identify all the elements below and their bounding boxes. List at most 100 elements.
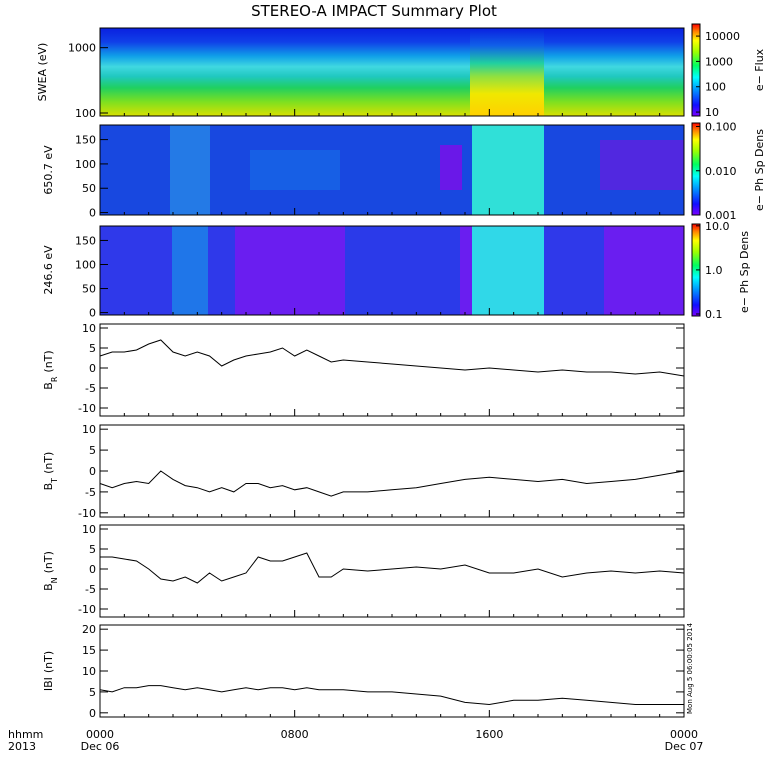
spectrogram-246-ev: 0 50 100 150 246.6 eV 0.1 1.0 10.0 e− Ph Sp D… bbox=[42, 220, 751, 321]
line2-ytick-label-1: -5 bbox=[85, 583, 96, 596]
246-ev-colorbar-label: e− Ph Sp Dens bbox=[738, 231, 751, 313]
line0-ytick-label-4: 10 bbox=[82, 322, 96, 335]
spec2-ytick-label-1: 50 bbox=[82, 283, 96, 296]
spectrogram-246-ev-event bbox=[472, 226, 544, 315]
spec1-ytick-label-0: 0 bbox=[89, 207, 96, 220]
spectrogram-246-ev-band bbox=[345, 226, 460, 315]
panel-b-magnitude: 0 5 10 15 20 IBI (nT) Mon Aug 5 06:00:05 2014 bbox=[42, 622, 694, 719]
swea-colorbar-label: e− Flux bbox=[753, 48, 766, 91]
bt-y-axis: -10 -5 0 5 10 bbox=[78, 423, 684, 520]
bn-label-main: B bbox=[42, 583, 55, 591]
650-ev-y-axis-label: 650.7 eV bbox=[42, 145, 55, 195]
line0-ytick-label-0: -10 bbox=[78, 402, 96, 415]
line3-ytick-label-1: 5 bbox=[89, 686, 96, 699]
650-ev-y-axis: 0 50 100 150 bbox=[75, 134, 108, 220]
line3-ytick-label-0: 0 bbox=[89, 707, 96, 720]
spec0-cbar-tick-label-2: 1000 bbox=[705, 55, 733, 68]
spec0-cbar-tick-label-0: 10 bbox=[705, 106, 719, 119]
swea-flux-enhancement bbox=[470, 28, 544, 116]
br-label-unit: (nT) bbox=[42, 350, 55, 372]
spec0-ytick-label-1: 1000 bbox=[68, 42, 96, 55]
spec1-cbar-tick-label-0: 0.001 bbox=[705, 209, 737, 222]
spec1-cbar-tick-label-2: 0.100 bbox=[705, 121, 737, 134]
spec1-ytick-label-3: 150 bbox=[75, 134, 96, 147]
spec1-ytick-label-2: 100 bbox=[75, 158, 96, 171]
swea-y-axis: 100 1000 bbox=[68, 42, 108, 120]
b-magnitude-label-unit: (nT) bbox=[42, 651, 55, 673]
spectrogram-650-ev-band bbox=[600, 140, 684, 190]
spec1-ytick-label-1: 50 bbox=[82, 182, 96, 195]
br-label-main: B bbox=[42, 382, 55, 390]
time-date-label-3: Dec 07 bbox=[665, 740, 704, 753]
spec2-ytick-label-3: 150 bbox=[75, 234, 96, 247]
bt-y-axis-label: BT (nT) bbox=[42, 452, 59, 491]
spectrogram-650-ev-band bbox=[250, 150, 340, 190]
650-ev-colorbar-ticks: 0.001 0.010 0.100 bbox=[696, 121, 737, 222]
panel-b-magnitude-frame bbox=[99, 624, 685, 718]
time-axis-row-label-2: 2013 bbox=[8, 740, 36, 753]
bn-trace bbox=[100, 552, 685, 584]
line1-ytick-label-2: 0 bbox=[89, 465, 96, 478]
time-tick-label-2: 1600 bbox=[475, 728, 503, 741]
246-ev-y-axis: 0 50 100 150 bbox=[75, 234, 108, 320]
line2-ytick-label-4: 10 bbox=[82, 523, 96, 536]
line0-ytick-label-3: 5 bbox=[89, 342, 96, 355]
650-ev-colorbar bbox=[691, 122, 701, 216]
line3-ytick-label-3: 15 bbox=[82, 644, 96, 657]
panel-br-frame bbox=[99, 323, 685, 417]
246-ev-y-axis-label: 246.6 eV bbox=[42, 245, 55, 295]
line0-ytick-label-1: -5 bbox=[85, 382, 96, 395]
line3-ytick-label-4: 20 bbox=[82, 623, 96, 636]
swea-colorbar-ticks: 10 100 1000 10000 bbox=[696, 30, 740, 119]
line1-ytick-label-0: -10 bbox=[78, 507, 96, 520]
line1-ytick-label-1: -5 bbox=[85, 486, 96, 499]
spectrogram-246-ev-band bbox=[172, 226, 208, 315]
spectrogram-650-ev: 0 50 100 150 650.7 eV 0.001 0.010 0.100 e− Ph… bbox=[42, 121, 766, 222]
spec2-cbar-tick-label-0: 0.1 bbox=[705, 308, 723, 321]
time-tick-label-1: 0800 bbox=[281, 728, 309, 741]
line2-ytick-label-3: 5 bbox=[89, 543, 96, 556]
panel-bt: -10 -5 0 5 10 BT (nT) bbox=[42, 423, 685, 520]
spectrogram-650-ev-event bbox=[472, 125, 544, 215]
br-y-axis: -10 -5 0 5 10 bbox=[78, 322, 684, 415]
line1-ytick-label-3: 5 bbox=[89, 444, 96, 457]
panel-bt-frame bbox=[99, 424, 685, 518]
br-label-sub: R bbox=[50, 376, 59, 382]
panel-br: -10 -5 0 5 10 BR (nT) bbox=[42, 322, 685, 417]
time-axis-row-label-1: hhmm bbox=[8, 728, 43, 741]
spec2-cbar-tick-label-1: 1.0 bbox=[705, 264, 723, 277]
time-tick-label-3: 0000 bbox=[670, 728, 698, 741]
line1-ytick-label-4: 10 bbox=[82, 423, 96, 436]
b-magnitude-y-axis-label: IBI (nT) bbox=[42, 651, 55, 691]
bt-label-unit: (nT) bbox=[42, 452, 55, 474]
650-ev-colorbar-label: e− Ph Sp Dens bbox=[753, 129, 766, 211]
br-y-axis-label: BR (nT) bbox=[42, 350, 59, 389]
b-magnitude-y-axis: 0 5 10 15 20 bbox=[82, 623, 684, 720]
bt-label-main: B bbox=[42, 483, 55, 491]
br-trace bbox=[99, 339, 685, 377]
spec2-ytick-label-0: 0 bbox=[89, 307, 96, 320]
spec0-cbar-tick-label-1: 100 bbox=[705, 81, 726, 94]
spectrogram-246-ev-band bbox=[544, 226, 604, 315]
generation-stamp: Mon Aug 5 06:00:05 2014 bbox=[686, 622, 694, 714]
b-magnitude-trace bbox=[99, 685, 684, 706]
bt-trace bbox=[99, 470, 685, 497]
bn-y-axis: -10 -5 0 5 10 bbox=[78, 523, 684, 616]
time-date-label-0: Dec 06 bbox=[81, 740, 120, 753]
swea-y-axis-label: SWEA (eV) bbox=[36, 43, 49, 102]
spectrogram-246-ev-band bbox=[100, 226, 235, 315]
bn-label-sub: N bbox=[50, 577, 59, 583]
bn-label-unit: (nT) bbox=[42, 551, 55, 573]
panel-bn: -10 -5 0 5 10 BN (nT) bbox=[42, 523, 685, 618]
spectrogram-650-ev-band bbox=[170, 125, 210, 215]
line0-ytick-label-2: 0 bbox=[89, 362, 96, 375]
spectrogram-swea: 100 1000 SWEA (eV) 10 100 1000 10000 e− Flux bbox=[36, 23, 766, 120]
spec0-cbar-tick-label-3: 10000 bbox=[705, 30, 740, 43]
spec2-cbar-tick-label-2: 10.0 bbox=[705, 220, 730, 233]
line3-ytick-label-2: 10 bbox=[82, 665, 96, 678]
bt-label-sub: T bbox=[50, 478, 59, 484]
spec0-ytick-label-0: 100 bbox=[75, 107, 96, 120]
line2-ytick-label-2: 0 bbox=[89, 563, 96, 576]
